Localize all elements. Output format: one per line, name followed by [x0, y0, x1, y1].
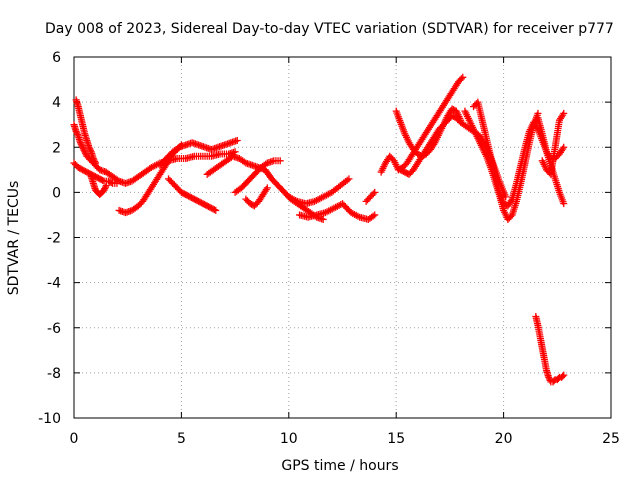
data-point: [90, 156, 98, 164]
data-point: [91, 159, 99, 167]
data-point: [86, 145, 94, 153]
data-point: [107, 179, 115, 187]
x-tick-label: 0: [70, 431, 79, 447]
data-point: [502, 193, 510, 201]
data-point: [74, 130, 82, 138]
series-trace-c: [70, 159, 121, 187]
data-point: [99, 176, 107, 184]
x-tick-label: 5: [177, 431, 186, 447]
y-axis-title: SDTVAR / TECUs: [6, 181, 22, 296]
data-point: [560, 200, 568, 208]
data-series: [70, 73, 568, 386]
series-trace-q: [461, 107, 542, 223]
y-tick-label: -2: [47, 231, 61, 247]
data-point: [276, 157, 284, 165]
data-point: [560, 371, 568, 379]
y-tick-label: 2: [52, 140, 61, 156]
data-point: [559, 372, 567, 380]
series-trace-s: [534, 114, 568, 208]
data-point: [76, 139, 84, 147]
data-point: [81, 149, 89, 157]
data-point: [550, 377, 558, 385]
series-trace-j: [242, 184, 271, 210]
data-point: [371, 188, 379, 196]
x-axis-title: GPS time / hours: [281, 458, 398, 474]
y-tick-label: 4: [52, 95, 61, 111]
data-point: [263, 184, 271, 192]
data-point: [79, 143, 87, 151]
series-trace-t: [538, 109, 568, 178]
data-point: [80, 146, 88, 154]
y-tick-label: -6: [47, 321, 61, 337]
data-point: [89, 155, 97, 163]
data-point: [545, 375, 553, 383]
y-tick-label: -8: [47, 366, 61, 382]
data-point: [233, 136, 241, 144]
data-point: [319, 215, 327, 223]
axis-ticks: [73, 56, 612, 419]
data-point: [77, 140, 85, 148]
data-point: [79, 145, 87, 153]
data-point: [457, 75, 465, 83]
data-point: [560, 109, 568, 117]
data-point: [73, 129, 81, 137]
series-trace-k: [285, 175, 353, 208]
series-trace-d: [87, 173, 110, 199]
data-point: [545, 373, 553, 381]
data-point: [369, 190, 377, 198]
grid-lines: [74, 57, 611, 418]
series-trace-m: [362, 188, 379, 205]
y-tick-label: -4: [47, 276, 61, 292]
data-point: [91, 158, 99, 166]
y-tick-label: -10: [38, 411, 61, 427]
x-tick-label: 20: [495, 431, 513, 447]
data-point: [113, 179, 121, 187]
y-tick-label: 0: [52, 185, 61, 201]
x-tick-label: 10: [280, 431, 298, 447]
series-trace-i: [231, 157, 284, 196]
data-point: [212, 206, 220, 214]
series-trace-l: [296, 200, 379, 223]
data-point: [100, 186, 108, 194]
chart-title: Day 008 of 2023, Sidereal Day-to-day VTE…: [45, 21, 614, 37]
y-tick-label: 6: [52, 50, 61, 66]
data-point: [210, 206, 218, 214]
data-point: [102, 183, 110, 191]
series-trace-b: [72, 96, 99, 167]
data-point: [345, 175, 353, 183]
data-point: [560, 143, 568, 151]
data-point: [554, 375, 562, 383]
data-point: [459, 73, 467, 81]
data-point: [85, 143, 93, 151]
data-point: [101, 185, 109, 193]
x-tick-labels: 0 5 10 15 20 25: [70, 431, 620, 447]
x-tick-label: 25: [602, 431, 620, 447]
data-point: [78, 142, 86, 150]
data-point: [72, 127, 80, 135]
data-point: [86, 146, 94, 154]
data-point: [81, 148, 89, 156]
data-point: [369, 212, 377, 220]
series-trace-u: [532, 312, 568, 386]
series-trace-g: [165, 175, 220, 214]
data-point: [371, 211, 379, 219]
data-point: [102, 182, 110, 190]
x-tick-label: 15: [387, 431, 405, 447]
y-tick-labels: -10 -8 -6 -4 -2 0 2 4 6: [38, 50, 61, 427]
series-trace-f: [156, 136, 241, 169]
